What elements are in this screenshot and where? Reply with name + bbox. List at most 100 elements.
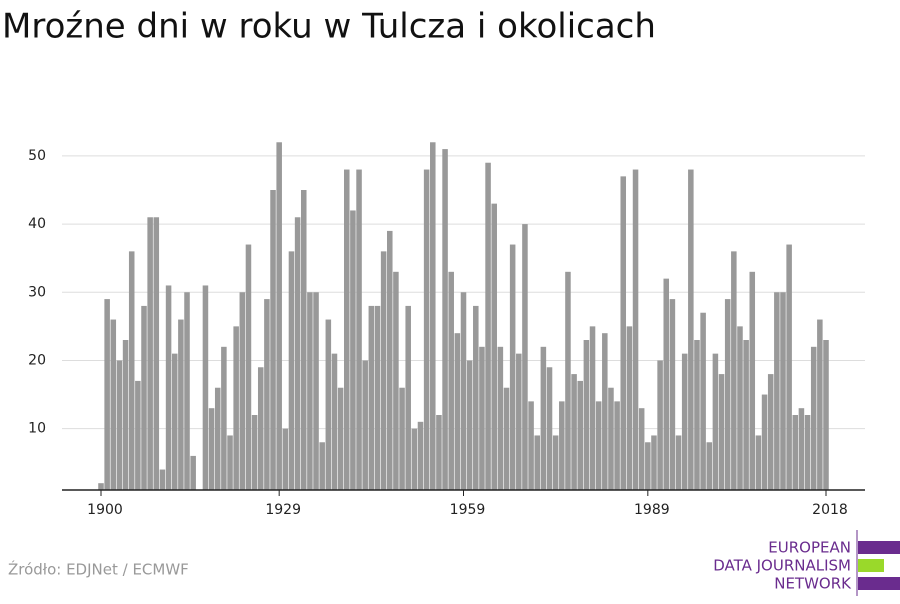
bar [380, 251, 387, 490]
bar [208, 408, 215, 490]
bar [423, 169, 430, 490]
x-tick-label: 1900 [87, 502, 123, 518]
logo: EUROPEAN DATA JOURNALISM NETWORK [713, 530, 900, 596]
bar [442, 149, 448, 490]
y-tick-label: 30 [28, 284, 46, 300]
bar [313, 292, 319, 490]
bar [356, 169, 362, 490]
bar [712, 353, 719, 490]
bar [780, 292, 786, 490]
bar [128, 251, 135, 490]
x-tick-label: 2018 [812, 502, 848, 518]
bar [233, 326, 239, 490]
x-tick-label: 1929 [265, 502, 301, 518]
bar [565, 271, 571, 490]
bar [387, 230, 393, 490]
bar [718, 374, 725, 490]
bar [749, 271, 756, 490]
logo-text: DATA JOURNALISM [713, 557, 851, 575]
y-tick-label: 40 [28, 216, 46, 232]
bar [595, 401, 602, 490]
bar [135, 380, 141, 490]
bar [706, 442, 713, 490]
y-tick-label: 10 [28, 421, 46, 437]
bar [817, 319, 823, 490]
bar [626, 326, 633, 490]
bar [430, 142, 436, 491]
bar [755, 435, 762, 490]
bar [761, 394, 768, 490]
bar [466, 360, 473, 490]
logo-bar [858, 559, 884, 572]
bar [141, 305, 147, 490]
bar [171, 353, 178, 490]
bar [786, 244, 792, 490]
bar [294, 217, 301, 491]
bar [307, 292, 313, 490]
bar [264, 299, 270, 490]
bar [417, 421, 424, 490]
bar [522, 224, 528, 490]
logo-bar [858, 541, 900, 554]
bar [663, 278, 670, 490]
logo-text: EUROPEAN [768, 539, 851, 557]
bar [743, 340, 749, 490]
bar [257, 367, 264, 490]
bar [792, 415, 799, 490]
x-tick-label: 1959 [450, 502, 486, 518]
y-tick-label: 50 [28, 148, 46, 164]
bar [221, 346, 227, 490]
bar [436, 415, 442, 490]
bar [368, 305, 375, 490]
bar [528, 401, 534, 490]
logo-text: NETWORK [774, 575, 852, 593]
bar [657, 360, 663, 490]
bar [178, 319, 184, 490]
bar [110, 319, 117, 490]
bar [774, 292, 780, 490]
bar [190, 455, 196, 490]
bar [122, 340, 129, 490]
bar [540, 346, 547, 490]
bar [700, 312, 706, 490]
bar [509, 244, 516, 490]
bar [688, 169, 694, 490]
bar [737, 326, 743, 490]
bar [251, 415, 258, 490]
bar [331, 353, 338, 490]
bar [516, 353, 522, 490]
bar [104, 299, 110, 490]
bar [399, 387, 405, 490]
bar [343, 169, 350, 490]
bar [184, 292, 190, 490]
bar [767, 374, 774, 490]
bar [571, 374, 577, 490]
bar [411, 428, 418, 490]
bar [270, 190, 276, 490]
bar [534, 435, 540, 490]
bar [214, 387, 221, 490]
bar [804, 415, 811, 490]
bar [245, 244, 252, 490]
bar [485, 162, 491, 490]
bar [694, 340, 700, 490]
bar [497, 346, 504, 490]
y-tick-label: 20 [28, 352, 46, 368]
bar [460, 292, 467, 490]
bar [393, 271, 399, 490]
bar [602, 333, 608, 490]
bar [319, 442, 325, 490]
x-tick-label: 1989 [634, 502, 670, 518]
bar [503, 387, 510, 490]
bar [454, 333, 461, 490]
bar [724, 299, 731, 490]
bar [405, 305, 411, 490]
bar [798, 408, 805, 490]
bar [559, 401, 565, 490]
bar [632, 169, 639, 490]
bar [577, 380, 584, 490]
bar [479, 346, 485, 490]
bar [810, 346, 817, 490]
bar [165, 285, 172, 490]
